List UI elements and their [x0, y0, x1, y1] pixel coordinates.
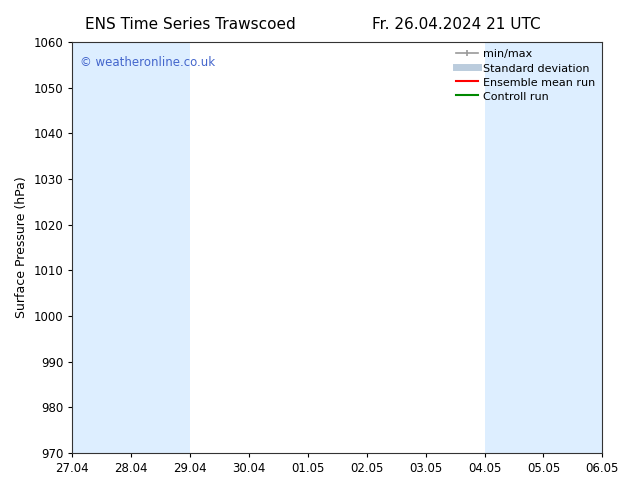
Legend: min/max, Standard deviation, Ensemble mean run, Controll run: min/max, Standard deviation, Ensemble me…: [451, 44, 600, 106]
Text: ENS Time Series Trawscoed: ENS Time Series Trawscoed: [85, 17, 295, 32]
Y-axis label: Surface Pressure (hPa): Surface Pressure (hPa): [15, 176, 28, 318]
Text: Fr. 26.04.2024 21 UTC: Fr. 26.04.2024 21 UTC: [372, 17, 541, 32]
Bar: [72, 42, 190, 453]
Bar: [484, 42, 602, 453]
Text: © weatheronline.co.uk: © weatheronline.co.uk: [81, 56, 216, 70]
